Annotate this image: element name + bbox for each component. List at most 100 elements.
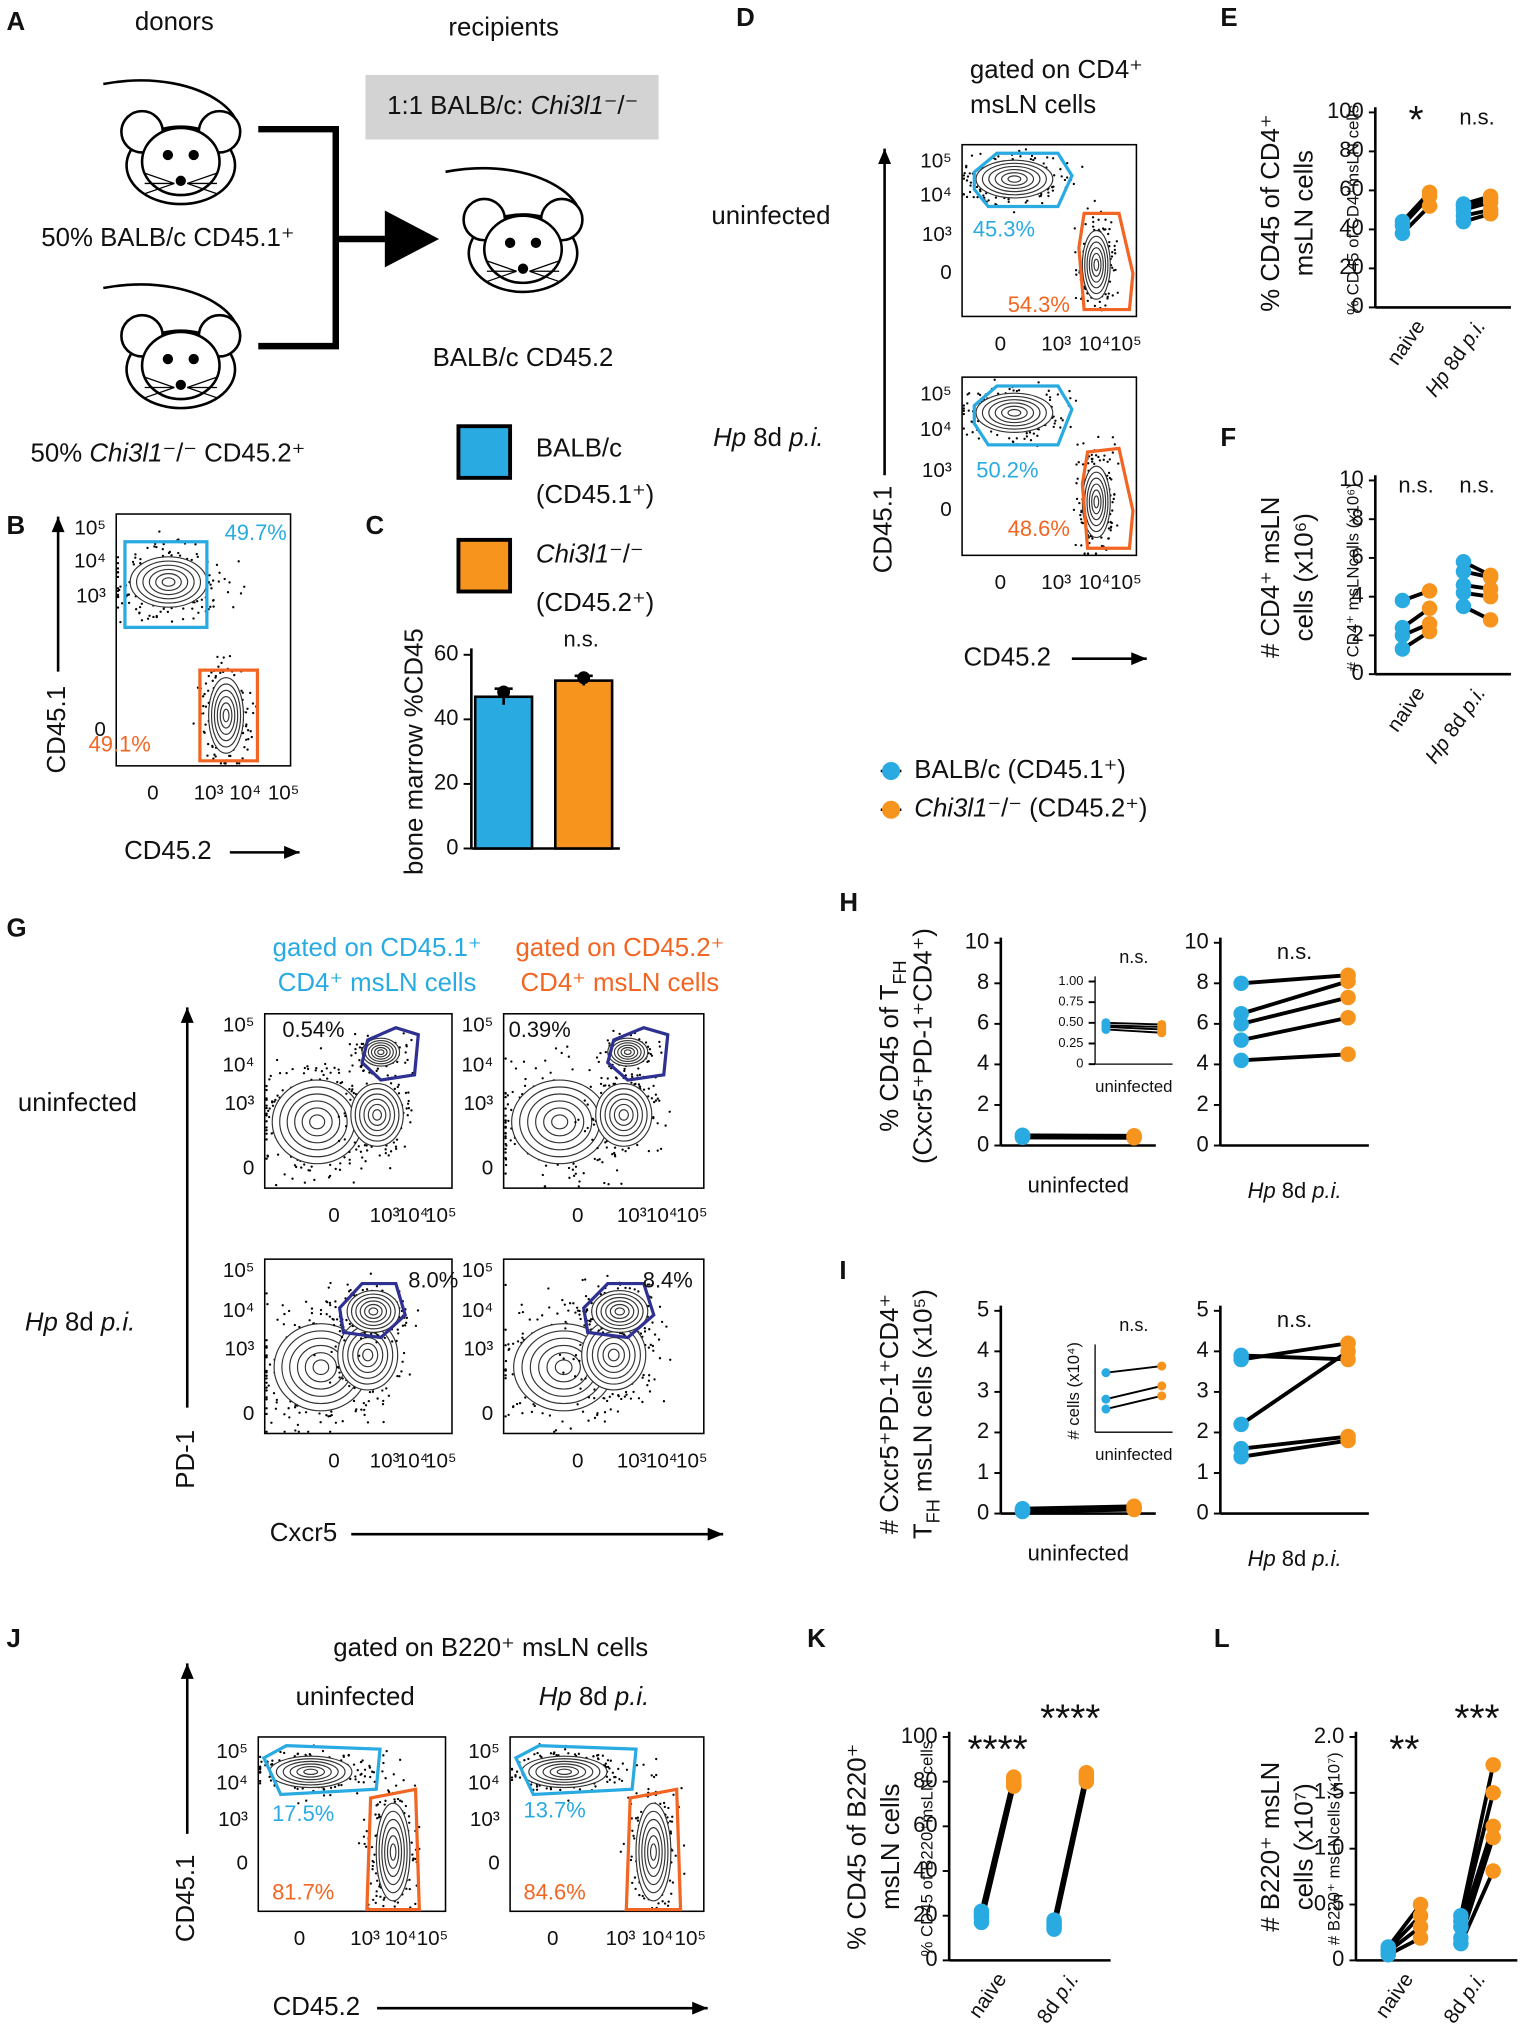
event-dot — [334, 1345, 337, 1348]
event-dot — [1090, 453, 1093, 457]
event-dot — [193, 601, 196, 604]
event-dot — [182, 607, 185, 610]
event-dot — [274, 1183, 278, 1187]
event-dot — [306, 1067, 310, 1071]
column-title: gated on CD45.1⁺ — [273, 934, 482, 962]
event-dot — [267, 1384, 270, 1387]
y-tick-label: 10³ — [218, 1808, 248, 1831]
mouse-icon — [445, 166, 584, 294]
event-dot — [608, 1084, 611, 1087]
mouse-icon — [103, 79, 242, 206]
event-dot — [1116, 291, 1119, 294]
y-tick-label: 40 — [1339, 215, 1363, 240]
contour — [129, 556, 208, 608]
pair-line — [1241, 973, 1349, 986]
event-dot — [623, 1067, 626, 1071]
event-dot — [599, 1051, 602, 1055]
event-dot — [617, 1394, 620, 1397]
event-dot — [224, 762, 227, 765]
event-dot — [258, 1755, 262, 1759]
event-dot — [356, 1792, 359, 1795]
contour — [1086, 241, 1107, 289]
pair-line — [1240, 1349, 1350, 1426]
event-dot — [222, 656, 225, 659]
event-dot — [382, 1904, 385, 1908]
event-dot — [334, 1305, 337, 1309]
event-dot — [293, 1323, 297, 1327]
x-tick-label: Hp 8d p.i. — [1421, 682, 1491, 768]
mouse-eye — [530, 237, 542, 248]
event-dot — [119, 585, 122, 588]
y-axis-label: # cells (x10⁴) — [1064, 1342, 1083, 1440]
x-tick-label: 10³ — [617, 1204, 647, 1227]
contour — [155, 573, 182, 591]
y-tick-label: 6 — [1197, 1010, 1209, 1035]
dot — [1340, 989, 1356, 1006]
event-dot — [249, 691, 252, 695]
event-dot — [1038, 195, 1041, 198]
text-part: p.i. — [1311, 1178, 1341, 1203]
event-dot — [967, 409, 970, 412]
x-tick-label: 10⁵ — [676, 1449, 708, 1472]
event-dot — [297, 1430, 300, 1433]
x-tick-label: 10³ — [1041, 332, 1071, 355]
event-dot — [606, 1077, 609, 1080]
pair-line — [1105, 1021, 1162, 1026]
event-dot — [653, 1378, 656, 1381]
y-tick-label: 10⁵ — [223, 1259, 255, 1282]
event-dot — [303, 1181, 307, 1184]
event-dot — [989, 430, 993, 433]
event-dot — [398, 1758, 402, 1761]
event-dot — [624, 1390, 628, 1394]
event-dot — [1053, 174, 1056, 177]
event-dot — [624, 1286, 627, 1290]
event-dot — [328, 1381, 332, 1384]
event-dot — [1015, 389, 1019, 393]
significance: n.s. — [1277, 939, 1312, 964]
event-dot — [588, 1319, 591, 1322]
gate — [1080, 446, 1135, 550]
y-tick-label: 100 — [1327, 98, 1364, 123]
event-dot — [405, 1043, 408, 1047]
event-dot — [1108, 458, 1111, 461]
bar — [473, 695, 534, 850]
event-dot — [563, 1748, 567, 1751]
event-dot — [138, 605, 142, 609]
event-dot — [119, 620, 122, 624]
event-dot — [611, 1771, 615, 1774]
y-tick-label: 2 — [977, 1418, 989, 1443]
event-dot — [363, 1408, 366, 1412]
x-tick-label: Hp 8d p.i. — [1248, 1546, 1342, 1571]
dot — [1101, 1404, 1111, 1414]
gate — [360, 1026, 421, 1082]
event-dot — [978, 393, 982, 397]
event-dot — [567, 1309, 570, 1312]
event-dot — [977, 437, 981, 440]
event-dot — [319, 1047, 323, 1050]
y-tick-label: 5 — [977, 1297, 989, 1322]
contour — [1007, 408, 1022, 417]
event-dot — [1052, 425, 1055, 429]
event-dot — [265, 1098, 268, 1101]
event-dot — [553, 1430, 556, 1433]
event-dot — [1072, 508, 1076, 512]
significance: n.s. — [1459, 105, 1494, 130]
event-dot — [272, 1391, 276, 1395]
event-dot — [614, 1076, 618, 1079]
event-dot — [369, 1882, 373, 1885]
event-dot — [360, 1042, 363, 1046]
contour — [309, 1114, 326, 1130]
event-dot — [192, 722, 195, 725]
x-tick-label: 10⁵ — [1110, 332, 1142, 355]
text-part: FH — [890, 960, 910, 984]
mouse-whisker — [486, 260, 517, 272]
significance: n.s. — [1398, 473, 1433, 498]
event-dot — [593, 1157, 596, 1161]
event-dot — [319, 1421, 322, 1424]
event-dot — [116, 567, 120, 570]
event-dot — [609, 1759, 612, 1762]
event-dot — [1111, 509, 1114, 512]
event-dot — [965, 179, 969, 182]
event-dot — [504, 1125, 507, 1129]
event-dot — [211, 579, 215, 582]
